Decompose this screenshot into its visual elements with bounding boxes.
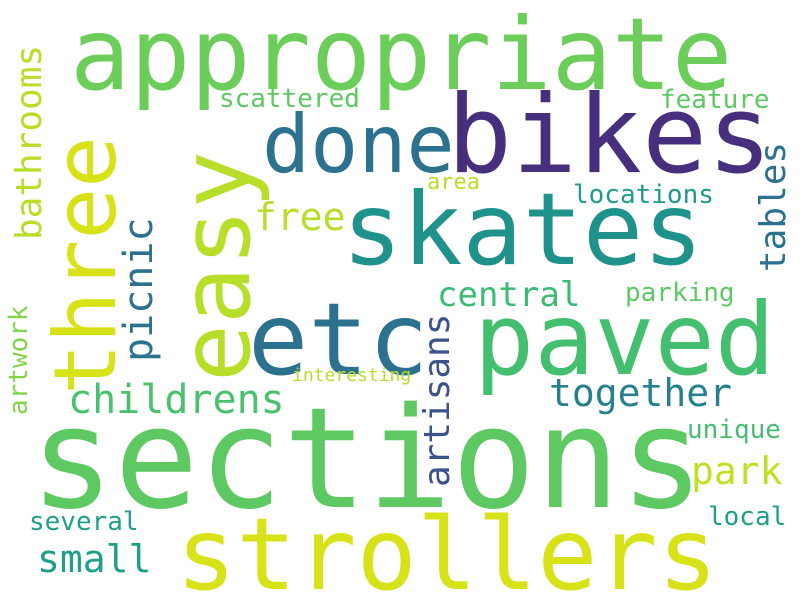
word-central: central [437,275,581,315]
word-easy: easy [160,150,272,382]
word-strollers: strollers [176,496,718,600]
word-artisans: artisans [417,313,458,487]
word-skates: skates [342,171,704,288]
word-childrens: childrens [68,377,285,423]
word-picnic: picnic [116,217,162,363]
word-bathrooms: bathrooms [9,44,50,240]
word-artwork: artwork [4,305,34,415]
word-appropriate: appropriate [70,0,733,113]
word-parking: parking [625,278,735,308]
word-local: local [708,502,787,532]
word-bikes: bikes [447,73,773,198]
word-park: park [691,449,783,493]
word-tables: tables [753,141,794,272]
word-area: area [427,170,480,195]
word-several: several [29,507,139,537]
word-feature: feature [660,85,770,115]
word-etc: etc [248,281,429,398]
word-interesting: interesting [292,365,412,386]
word-unique: unique [687,415,781,445]
word-paved: paved [474,281,776,398]
word-small: small [37,537,152,581]
word-locations: locations [573,180,714,210]
word-together: together [549,371,733,415]
word-sections: sections [30,378,705,541]
word-free: free [254,195,346,239]
word-done: done [262,98,455,191]
word-scattered: scattered [219,84,360,114]
